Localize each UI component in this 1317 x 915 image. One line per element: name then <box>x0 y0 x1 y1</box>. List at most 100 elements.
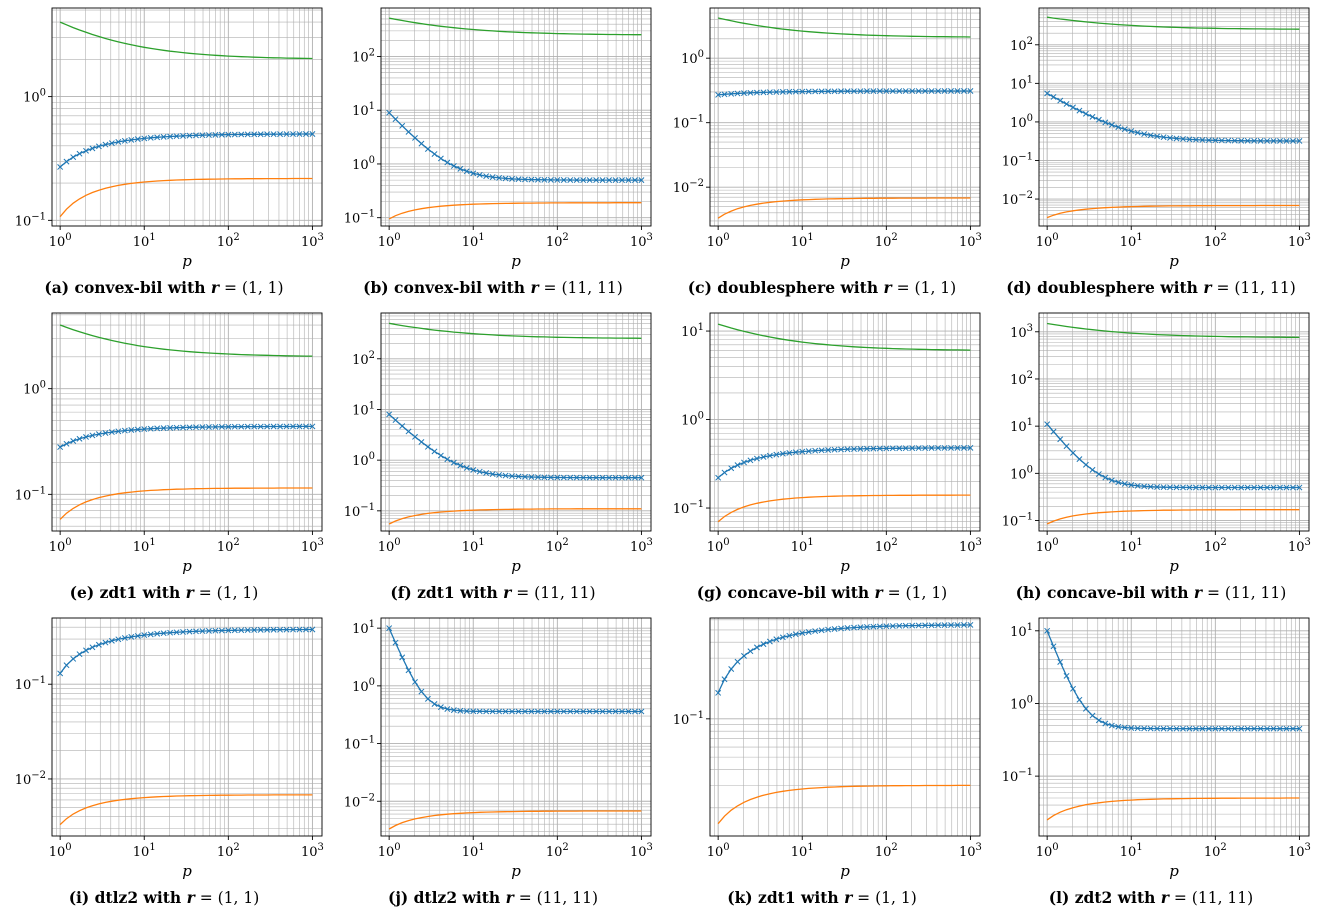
series-line-2 <box>388 413 642 479</box>
chart-caption: (f) zdt1 with r = (11, 11) <box>329 583 657 602</box>
series-point <box>766 452 773 459</box>
series-point <box>1238 725 1245 732</box>
series-point <box>1238 484 1245 491</box>
series-line-3 <box>717 494 971 523</box>
series-point <box>1283 484 1290 491</box>
series-point <box>290 626 296 633</box>
series-point <box>205 132 212 138</box>
y-tick-label: 100 <box>352 155 375 173</box>
series-point <box>560 474 567 481</box>
series-point <box>857 88 864 95</box>
series-point <box>70 438 77 444</box>
series-point <box>1102 119 1109 126</box>
series-point <box>586 708 593 715</box>
series-point <box>805 88 812 95</box>
series-point <box>870 623 877 630</box>
series-point <box>57 164 64 170</box>
series-point <box>277 423 284 430</box>
y-tick-label: 10−1 <box>673 499 704 517</box>
series-point <box>812 628 819 635</box>
x-tick-label: 102 <box>1204 842 1227 860</box>
series-point <box>302 131 309 137</box>
series-point <box>1251 484 1258 491</box>
caption-r-value: = (1, 1) <box>194 889 260 907</box>
chart-svg: 100 101 102 103 10−1 100 101 p <box>1002 617 1311 880</box>
series-point <box>1264 484 1271 491</box>
y-tick-label: 10−1 <box>15 485 46 503</box>
series-point <box>115 138 122 145</box>
grid-lines <box>51 313 322 531</box>
series-point <box>831 626 838 632</box>
series-point <box>167 424 174 431</box>
series-point <box>534 176 541 183</box>
series-point <box>199 132 206 139</box>
series-point <box>154 630 161 637</box>
series-point <box>528 474 535 480</box>
series-point <box>509 473 515 480</box>
series-point <box>522 176 528 183</box>
caption-r-symbol: r <box>210 278 220 297</box>
series-point <box>1205 725 1212 732</box>
series-point <box>108 140 115 147</box>
series-point <box>83 647 89 654</box>
x-axis-label: p <box>840 557 850 575</box>
series-point <box>95 143 102 150</box>
series-point <box>509 175 515 182</box>
series-point <box>418 140 425 147</box>
y-tick-label: 10−1 <box>1002 512 1033 530</box>
series-point <box>838 88 844 95</box>
series-point <box>818 447 825 454</box>
series-point <box>392 417 399 424</box>
series-point <box>1115 723 1122 730</box>
axes-frame <box>51 312 323 532</box>
x-axis-label: p <box>511 862 521 880</box>
series-point <box>63 440 70 447</box>
caption-text: (g) concave-bil with <box>696 583 875 602</box>
y-tick-label: 100 <box>352 451 375 469</box>
series-point <box>792 88 799 95</box>
series-point <box>121 635 128 641</box>
series-point <box>580 474 587 481</box>
series-point <box>251 626 258 633</box>
series-point <box>70 154 77 161</box>
x-axis-label: p <box>1169 862 1179 880</box>
series-point <box>1173 135 1180 142</box>
y-tick-label: 10−1 <box>673 710 704 728</box>
series-point <box>1218 137 1225 144</box>
series-point <box>121 427 128 434</box>
series-point <box>128 136 135 143</box>
series-point <box>431 151 438 157</box>
series-point <box>1212 137 1219 144</box>
series-point <box>1128 725 1135 731</box>
series-point <box>902 445 909 452</box>
series-point <box>218 423 225 430</box>
series-line-2 <box>59 425 313 448</box>
series-point <box>1257 137 1264 144</box>
grid-lines <box>1038 313 1309 532</box>
series-point <box>108 429 115 436</box>
series-point <box>741 90 747 97</box>
series-point <box>573 708 580 715</box>
series-point <box>625 177 632 184</box>
x-tick-label: 102 <box>546 537 569 555</box>
y-tick-label: 103 <box>1010 323 1033 341</box>
chart-caption: (j) dtlz2 with r = (11, 11) <box>329 888 657 907</box>
caption-text: (i) dtlz2 with <box>68 888 187 907</box>
caption-r-symbol: r <box>1193 583 1203 602</box>
x-tick-label: 100 <box>707 232 730 250</box>
caption-r-value: = (1, 1) <box>882 584 948 602</box>
series-point <box>812 88 819 95</box>
series-point <box>1076 107 1083 114</box>
series-point <box>831 446 838 453</box>
y-tick-label: 10−1 <box>344 735 375 753</box>
series-point <box>1089 712 1096 719</box>
y-tick-label: 10−1 <box>15 211 46 229</box>
series-point <box>89 644 96 651</box>
series-point <box>870 88 877 95</box>
series-point <box>599 474 606 481</box>
series-point <box>915 88 922 94</box>
series-point <box>251 131 258 138</box>
series-point <box>1270 725 1277 732</box>
series-point <box>1186 725 1193 732</box>
